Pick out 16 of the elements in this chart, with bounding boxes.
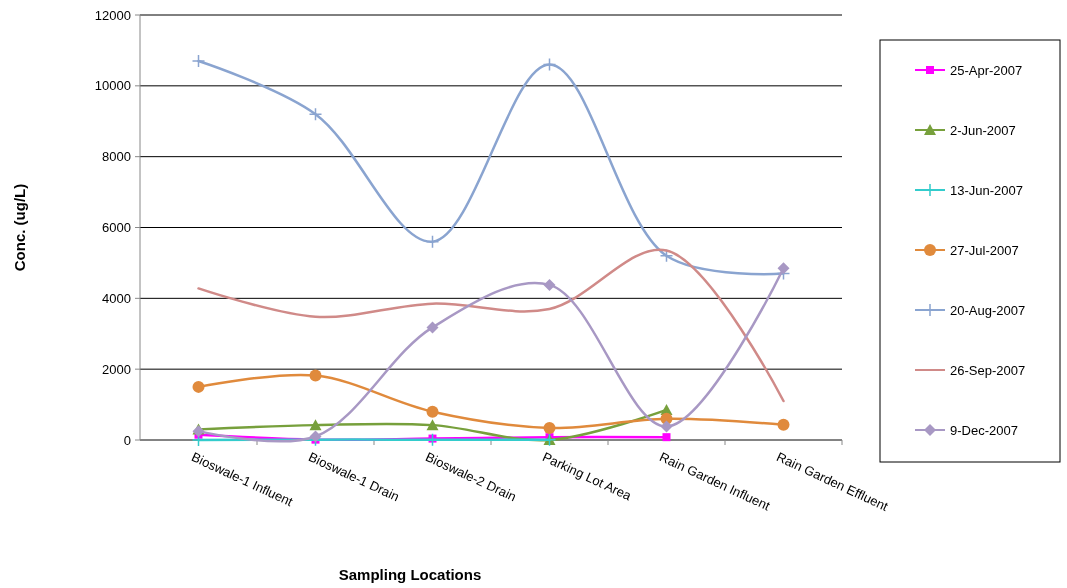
legend-label: 13-Jun-2007 [950,182,1023,198]
y-tick-label: 12000 [94,7,131,23]
y-tick-label: 6000 [102,220,131,236]
legend-label: 2-Jun-2007 [950,122,1016,138]
y-tick-label: 0 [123,432,131,448]
legend-label: 26-Sep-2007 [950,362,1026,378]
y-tick-label: 2000 [102,361,131,377]
legend-label: 27-Jul-2007 [950,242,1019,258]
legend-label: 9-Dec-2007 [950,422,1018,438]
x-axis-title: Sampling Locations [338,566,482,583]
legend-label: 25-Apr-2007 [950,62,1023,78]
y-tick-label: 8000 [102,149,131,165]
y-tick-label: 4000 [102,290,131,306]
y-axis-title: Conc. (ug/L) [11,183,28,272]
y-tick-label: 10000 [94,78,131,94]
legend-label: 20-Aug-2007 [950,302,1026,318]
